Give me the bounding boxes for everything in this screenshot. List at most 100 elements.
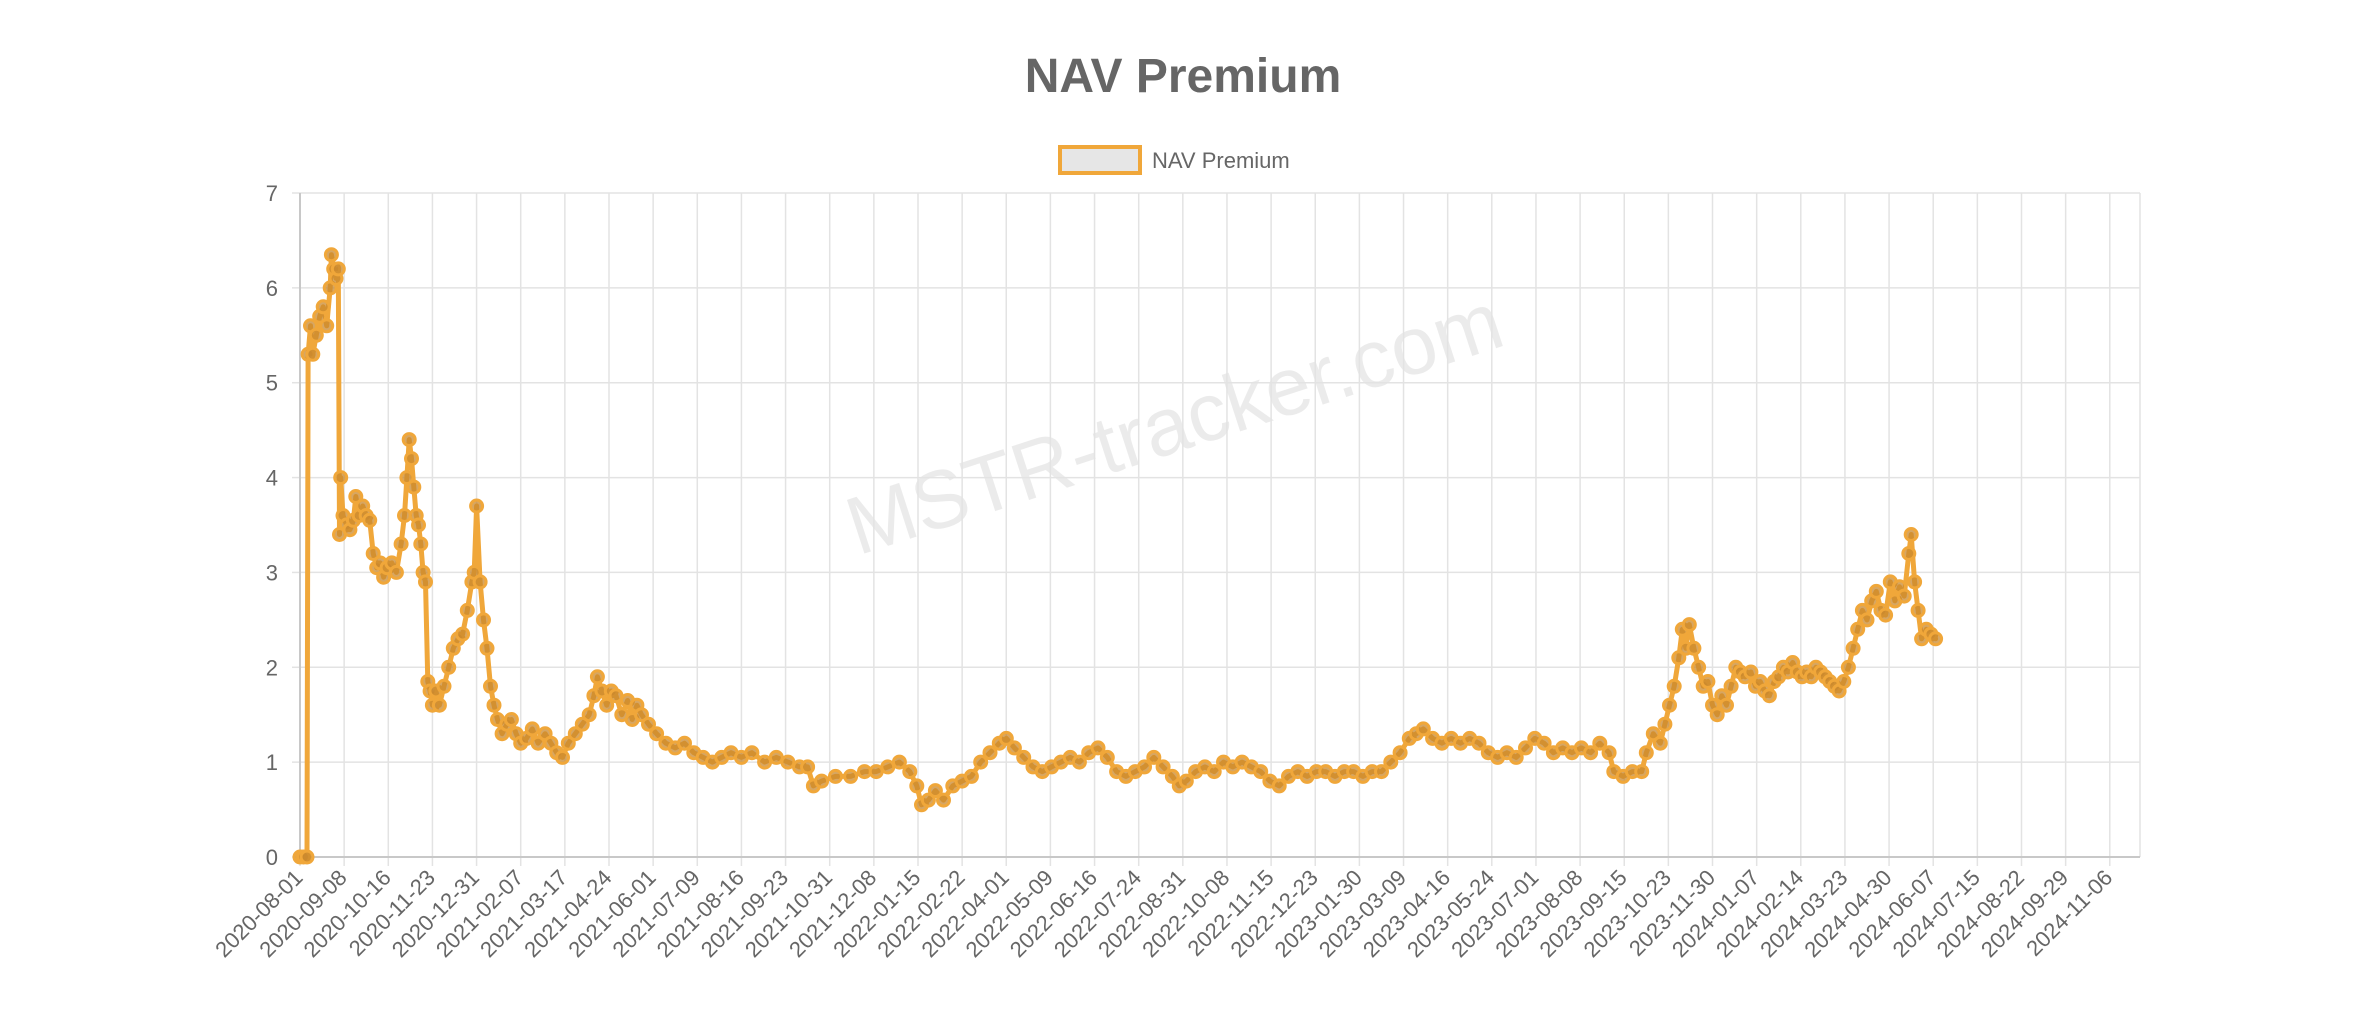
data-point[interactable] [1657, 716, 1673, 732]
data-point[interactable] [305, 346, 321, 362]
data-point[interactable] [418, 574, 433, 590]
data-point[interactable] [1928, 631, 1944, 647]
data-point[interactable] [476, 612, 491, 628]
data-point[interactable] [1859, 612, 1875, 628]
data-point[interactable] [479, 640, 495, 656]
data-point[interactable] [1686, 640, 1702, 656]
data-point[interactable] [472, 574, 488, 590]
data-point[interactable] [469, 498, 485, 514]
data-point[interactable] [936, 792, 951, 808]
data-point[interactable] [920, 792, 936, 808]
legend-label[interactable]: NAV Premium [1152, 148, 1290, 173]
data-point[interactable] [1836, 674, 1852, 689]
data-point[interactable] [982, 745, 998, 761]
data-point[interactable] [1536, 735, 1552, 751]
data-point[interactable] [757, 754, 773, 770]
data-point[interactable] [1723, 678, 1739, 694]
data-point[interactable] [436, 678, 452, 694]
data-point[interactable] [299, 849, 315, 865]
data-point[interactable] [348, 489, 364, 504]
data-point[interactable] [1253, 764, 1269, 780]
data-point[interactable] [1743, 664, 1759, 680]
data-point[interactable] [524, 721, 540, 737]
data-point[interactable] [1374, 764, 1389, 780]
data-point[interactable] [1383, 754, 1399, 770]
data-point[interactable] [393, 536, 409, 552]
data-point[interactable] [1850, 621, 1866, 637]
data-point[interactable] [1471, 735, 1487, 751]
data-point[interactable] [406, 479, 422, 495]
data-point[interactable] [1155, 759, 1171, 775]
data-point[interactable] [1901, 546, 1917, 561]
data-point[interactable] [1910, 602, 1926, 618]
data-point[interactable] [1666, 678, 1682, 694]
data-point[interactable] [413, 536, 429, 552]
legend-swatch[interactable] [1058, 145, 1142, 175]
data-point[interactable] [330, 261, 346, 277]
data-point[interactable] [560, 735, 576, 751]
data-point[interactable] [1592, 735, 1608, 751]
data-point[interactable] [1896, 588, 1912, 604]
data-point[interactable] [1071, 754, 1087, 770]
data-point[interactable] [927, 783, 943, 799]
data-point[interactable] [1840, 659, 1856, 675]
data-point[interactable] [333, 470, 349, 486]
series-points-layer[interactable] [292, 247, 1944, 865]
data-point[interactable] [319, 318, 335, 334]
data-point[interactable] [998, 730, 1014, 746]
data-point[interactable] [1652, 735, 1668, 751]
data-point[interactable] [1518, 740, 1533, 756]
data-point[interactable] [1878, 607, 1894, 623]
data-point[interactable] [365, 546, 381, 561]
data-point[interactable] [1681, 617, 1697, 633]
data-point[interactable] [1271, 778, 1287, 794]
data-point[interactable] [1671, 650, 1687, 666]
data-point[interactable] [1868, 583, 1884, 599]
data-point[interactable] [1907, 574, 1923, 590]
data-point[interactable] [388, 564, 404, 580]
data-point[interactable] [1709, 707, 1725, 723]
data-point[interactable] [1638, 745, 1654, 761]
data-point[interactable] [1700, 674, 1716, 689]
data-point[interactable] [1392, 745, 1408, 761]
data-point[interactable] [1206, 764, 1222, 780]
data-point[interactable] [1634, 764, 1650, 780]
data-point[interactable] [1903, 527, 1919, 542]
data-point[interactable] [677, 735, 692, 751]
data-point[interactable] [634, 707, 649, 723]
data-point[interactable] [973, 754, 989, 770]
data-point[interactable] [963, 768, 979, 784]
data-point[interactable] [1719, 697, 1734, 713]
data-point[interactable] [1006, 740, 1022, 756]
data-point[interactable] [441, 659, 457, 675]
data-point[interactable] [411, 517, 426, 533]
data-point[interactable] [902, 764, 918, 780]
data-point[interactable] [1137, 759, 1152, 775]
data-point[interactable] [843, 768, 859, 784]
data-point[interactable] [503, 712, 519, 727]
data-point[interactable] [574, 716, 590, 732]
data-point[interactable] [486, 697, 502, 713]
data-point[interactable] [1146, 749, 1162, 765]
data-point[interactable] [362, 512, 378, 528]
data-point[interactable] [599, 697, 615, 713]
data-point[interactable] [399, 470, 415, 486]
data-point[interactable] [404, 451, 419, 467]
data-point[interactable] [800, 759, 816, 775]
data-point[interactable] [323, 247, 339, 263]
data-point[interactable] [483, 678, 498, 694]
data-point[interactable] [641, 716, 656, 732]
data-point[interactable] [315, 299, 331, 315]
data-point[interactable] [1090, 740, 1106, 756]
data-point[interactable] [744, 745, 760, 761]
data-point[interactable] [1178, 773, 1194, 789]
data-point[interactable] [1164, 768, 1180, 784]
data-point[interactable] [1508, 749, 1524, 765]
data-point[interactable] [1415, 721, 1431, 737]
data-point[interactable] [567, 726, 583, 742]
data-point[interactable] [1662, 697, 1677, 713]
chart-legend[interactable]: NAV Premium [1058, 145, 1290, 175]
data-point[interactable] [459, 602, 475, 618]
data-point[interactable] [1691, 659, 1707, 675]
data-point[interactable] [1016, 749, 1032, 765]
